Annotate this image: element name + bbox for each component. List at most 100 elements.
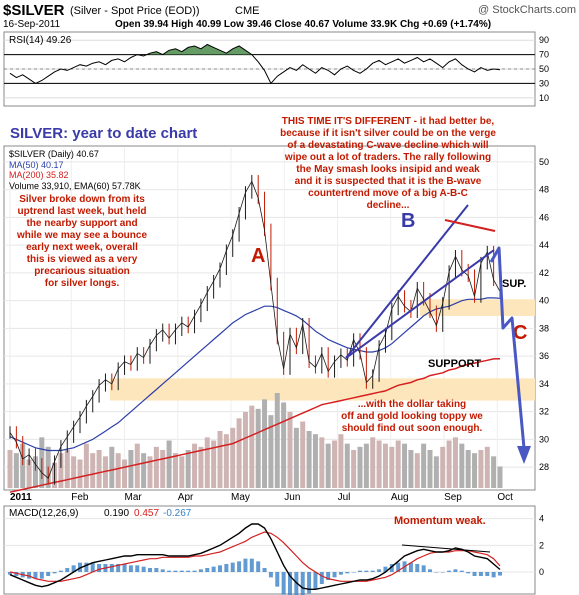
macd-histogram-bar — [472, 572, 477, 576]
volume-bar — [185, 450, 191, 488]
macd-histogram-bar — [33, 572, 38, 579]
warning-note: THIS TIME IT'S DIFFERENT - it had better… — [280, 116, 496, 211]
left-note-line: early next week, overall — [26, 242, 138, 253]
volume-bar — [306, 431, 312, 488]
warning-line: wipe out a lot of traders. The rally fol… — [284, 152, 491, 163]
support-band — [110, 378, 535, 401]
volume-bar — [484, 446, 490, 488]
volume-bar — [211, 440, 217, 488]
rsi-tick-label: 90 — [539, 35, 549, 45]
exchange: CME — [235, 5, 259, 17]
volume-bar — [408, 450, 414, 488]
macd-histogram-bar — [453, 569, 458, 572]
volume-bar — [319, 437, 325, 488]
macd-histogram-bar — [167, 570, 172, 572]
volume-bar — [26, 459, 32, 488]
macd-histogram-bar — [256, 561, 261, 572]
rsi-line — [9, 43, 501, 85]
price-legend: $SILVER (Daily) 40.67 — [9, 149, 99, 159]
macd-histogram-bar — [205, 568, 210, 572]
rsi-tick-label: 10 — [539, 93, 549, 103]
macd-histogram-bar — [428, 569, 432, 572]
month-label: Oct — [497, 492, 513, 503]
macd-histogram-bar — [498, 572, 502, 576]
price-tick-label: 46 — [539, 212, 549, 222]
volume-bar — [141, 453, 147, 488]
rsi-tick-label: 30 — [539, 78, 549, 88]
volume-bar — [478, 450, 484, 488]
macd-histogram-bar — [39, 572, 44, 579]
month-label: Mar — [125, 492, 143, 503]
volume-bar — [300, 421, 306, 488]
sup-label: SUP. — [502, 278, 526, 290]
left-note-line: Silver broke down from its — [19, 194, 145, 205]
price-tick-label: 38 — [539, 323, 549, 333]
volume-bar — [344, 443, 350, 488]
macd-histogram-bar — [192, 570, 197, 572]
volume-bar — [262, 399, 268, 488]
macd-histogram-bar — [447, 570, 452, 572]
macd-histogram-bar — [8, 572, 12, 575]
volume-bar — [230, 427, 236, 488]
volume-bar — [395, 440, 401, 488]
macd-histogram-bar — [135, 565, 140, 572]
month-label: Feb — [71, 492, 89, 503]
ma200-line — [9, 357, 501, 493]
macd-histogram-bar — [27, 572, 32, 579]
volume-bar — [357, 446, 363, 488]
macd-histogram-bar — [65, 568, 70, 572]
volume-bar — [96, 450, 102, 488]
volume-bar — [446, 440, 452, 488]
support-label: SUPPORT — [428, 358, 481, 370]
macd-histogram-bar — [358, 570, 362, 572]
macd-histogram-bar — [408, 562, 413, 572]
macd-divergence-line — [401, 544, 491, 553]
macd-histogram-bar — [211, 566, 216, 572]
volume-bar — [102, 456, 108, 488]
macd-histogram-bar — [71, 565, 76, 572]
macd-histogram-bar — [90, 562, 95, 572]
b-wave-upper-trendline — [345, 204, 469, 359]
macd-histogram-bar — [319, 572, 324, 584]
volume-bar — [421, 443, 427, 488]
macd-line — [9, 523, 501, 590]
volume-bar — [497, 466, 503, 488]
volume-bar — [440, 446, 446, 488]
volume-bar — [32, 456, 38, 488]
volume-bar — [472, 453, 478, 488]
price-tick-label: 50 — [539, 157, 549, 167]
dollar-note-line: should find out soon enough. — [342, 423, 483, 434]
macd-histogram-bar — [300, 572, 305, 595]
volume-bar — [402, 443, 408, 488]
volume-bar — [20, 443, 26, 488]
macd-histogram-bar — [491, 572, 496, 578]
month-label: May — [231, 492, 250, 503]
month-label: Jun — [284, 492, 300, 503]
volume-legend: Volume 33,910, EMA(60) 57.78K — [9, 181, 141, 191]
volume-bar — [217, 431, 223, 488]
macd-histogram-bar — [345, 572, 350, 574]
left-note-line: uptrend last week, but held — [18, 206, 147, 217]
macd-histogram-bar — [116, 564, 121, 572]
macd-histogram-bar — [421, 565, 426, 572]
warning-line: and it is suspected that it is the B-wav… — [295, 176, 482, 187]
volume-bar — [332, 440, 338, 488]
macd-histogram-bar — [281, 572, 286, 595]
price-tick-label: 40 — [539, 296, 549, 306]
macd-histogram-bar — [396, 562, 401, 572]
macd-histogram-bar — [351, 572, 356, 573]
macd-hist-value: -0.267 — [163, 508, 192, 519]
left-note-line: while we may see a bounce — [16, 230, 147, 241]
macd-histogram-bar — [97, 564, 102, 572]
macd-histogram-bar — [383, 566, 388, 572]
volume-bar — [64, 450, 70, 488]
symbol: $SILVER — [3, 2, 65, 19]
macd-histogram-bar — [148, 568, 152, 572]
volume-bar — [255, 408, 261, 488]
macd-histogram-bar — [249, 558, 254, 572]
dollar-note: ...with the dollar taking off and gold l… — [341, 399, 483, 434]
warning-line: countertrend move of a big A-B-C — [308, 188, 468, 199]
volume-bar — [77, 459, 83, 488]
volume-bar — [433, 456, 439, 488]
macd-histogram-bar — [84, 562, 89, 572]
